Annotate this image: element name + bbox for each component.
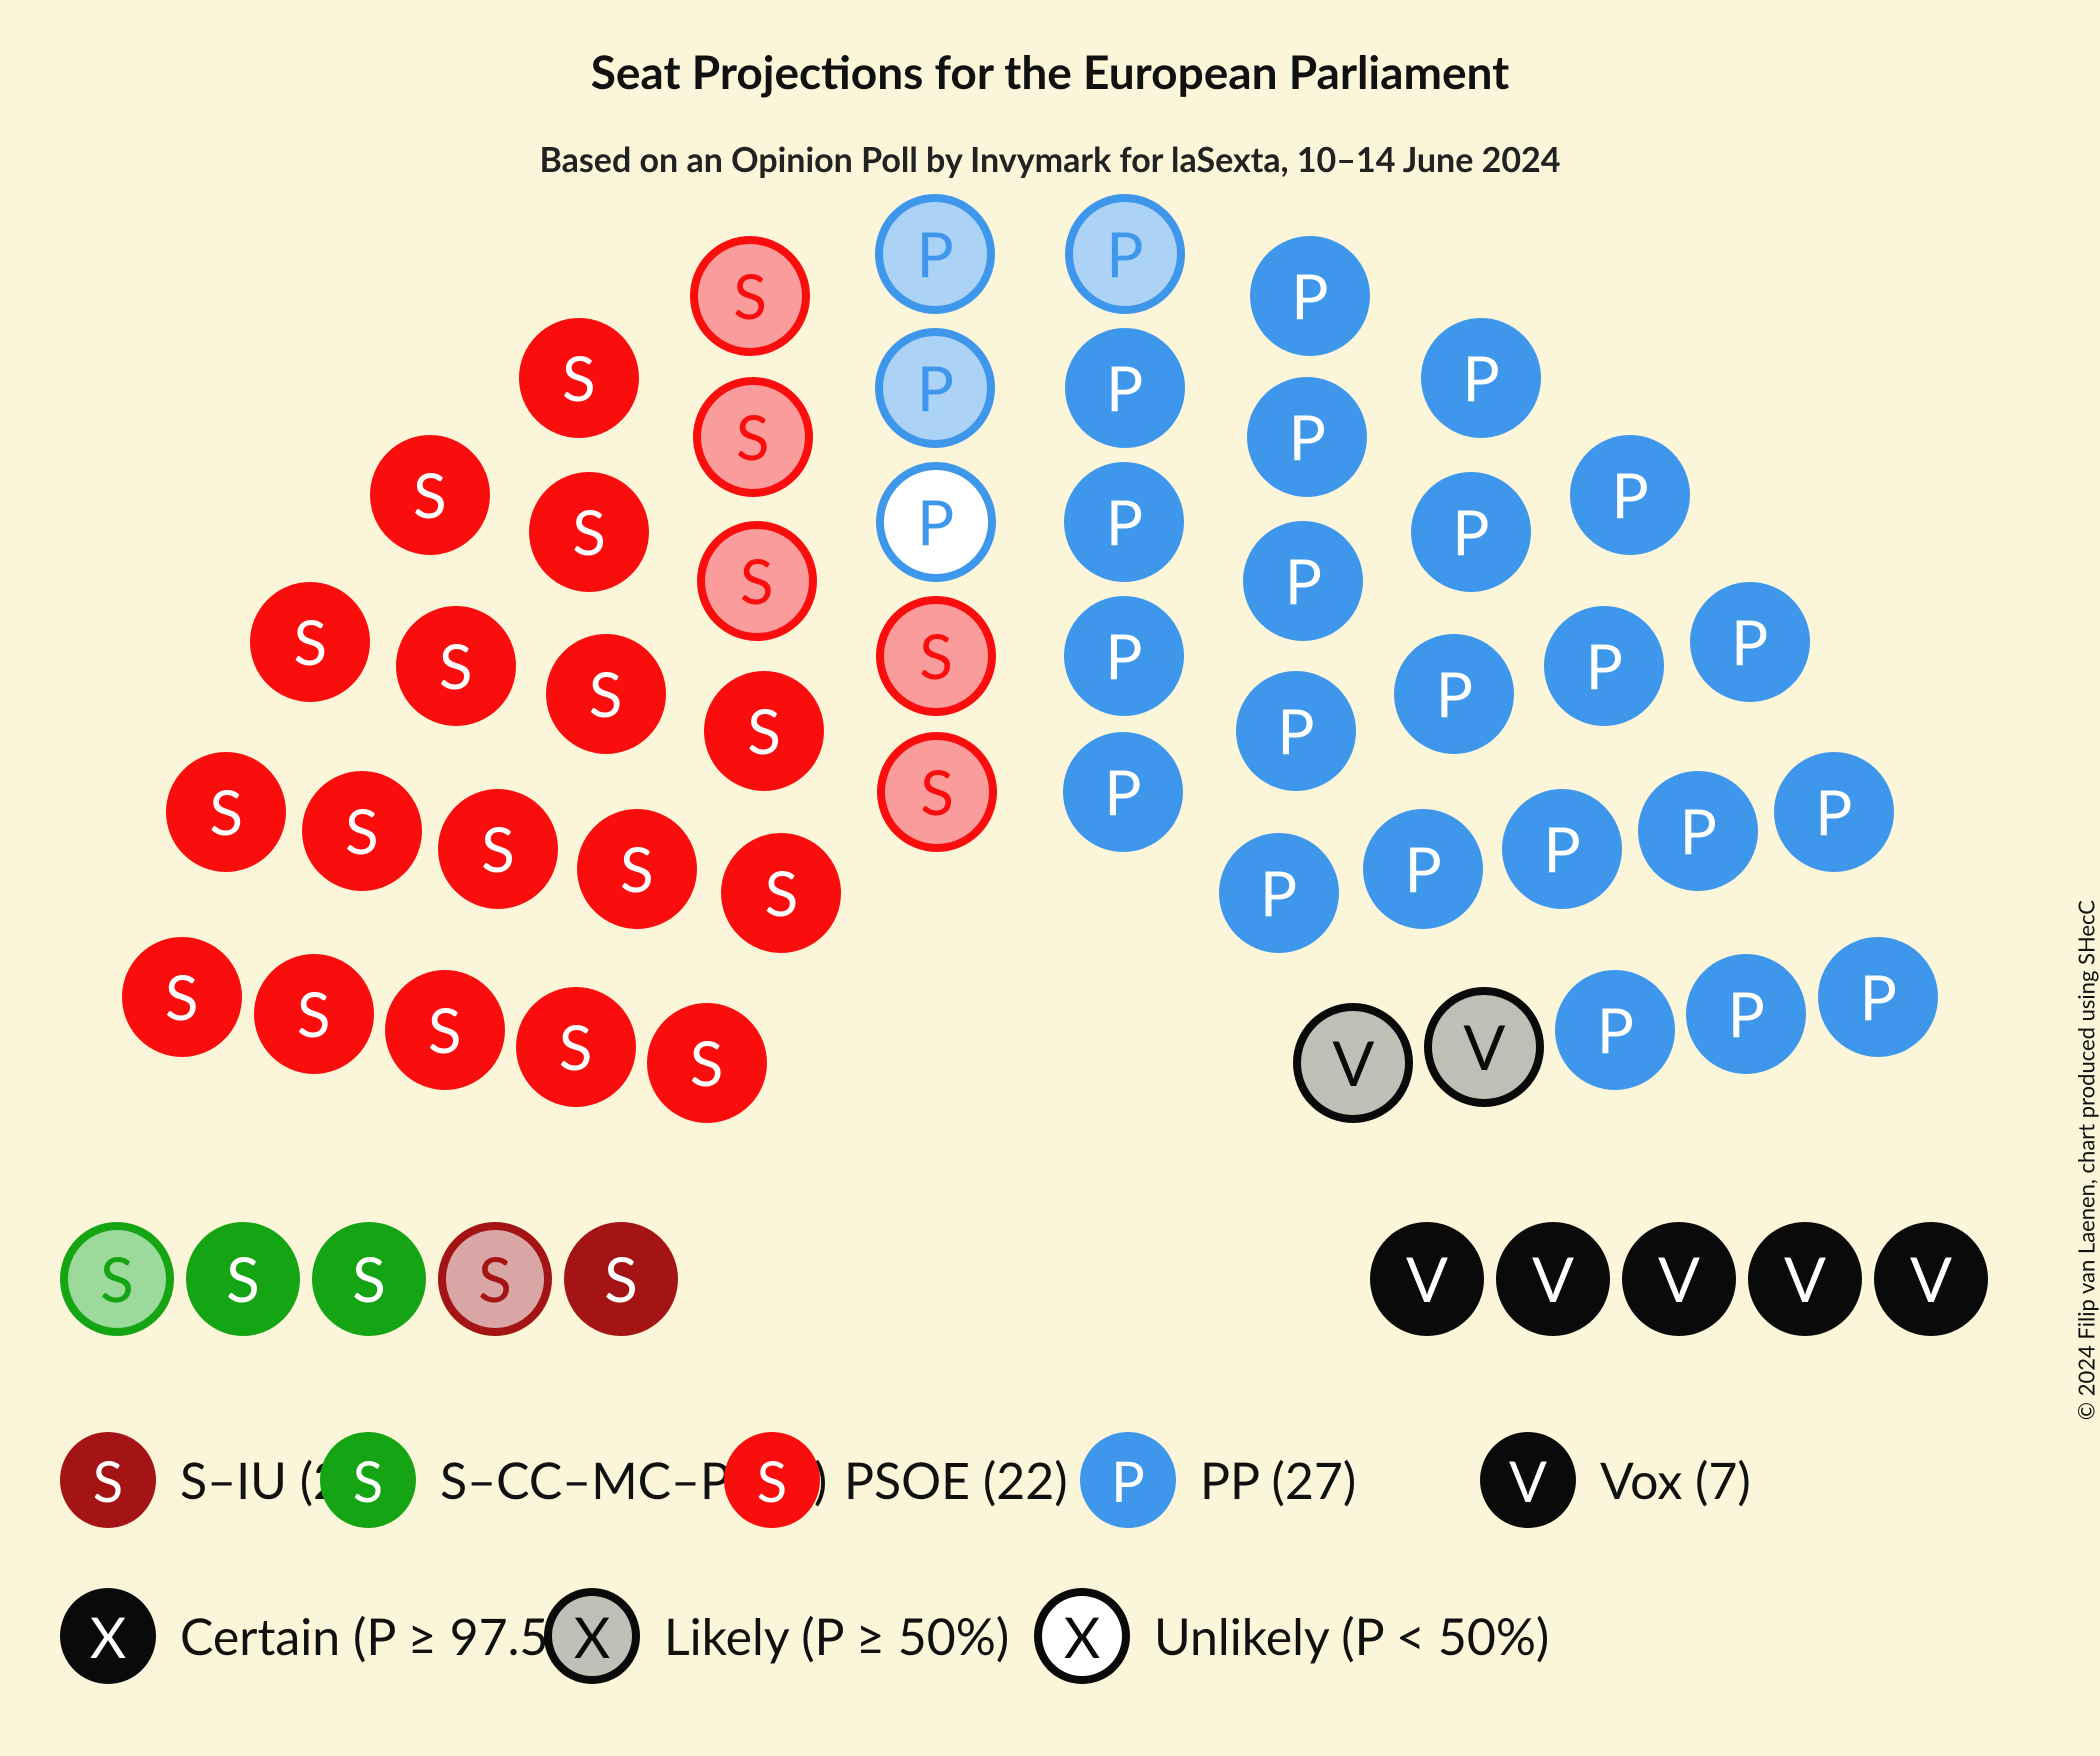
- legend-dot: S: [724, 1432, 820, 1528]
- seat: S: [697, 521, 817, 641]
- seat: P: [1502, 789, 1622, 909]
- legend-dot: V: [1480, 1432, 1576, 1528]
- seat: S: [704, 671, 824, 791]
- copyright-text: © 2024 Filip van Laenen, chart produced …: [2073, 900, 2100, 1420]
- seat: S: [438, 789, 558, 909]
- seat: P: [1219, 833, 1339, 953]
- legend-label: PP (27): [1200, 1450, 1356, 1510]
- seat: S: [519, 318, 639, 438]
- seat: S: [250, 582, 370, 702]
- seat: P: [1363, 809, 1483, 929]
- seat: V: [1496, 1222, 1610, 1336]
- seat: V: [1424, 987, 1544, 1107]
- legend-item: X Unlikely (P < 50%): [1034, 1588, 1549, 1684]
- legend-item: P PP (27): [1080, 1432, 1356, 1528]
- seat: S: [577, 809, 697, 929]
- legend-dot: X: [544, 1588, 640, 1684]
- legend-item: X Certain (P ≥ 97.5%): [60, 1588, 602, 1684]
- seat: P: [875, 328, 995, 448]
- seat: P: [1063, 732, 1183, 852]
- seat: S: [693, 377, 813, 497]
- seat: S: [122, 937, 242, 1057]
- seat: V: [1370, 1222, 1484, 1336]
- seat: P: [1243, 521, 1363, 641]
- seat: P: [1064, 462, 1184, 582]
- seat: P: [1555, 970, 1675, 1090]
- legend-item: X Likely (P ≥ 50%): [544, 1588, 1009, 1684]
- legend-label: Unlikely (P < 50%): [1154, 1606, 1549, 1666]
- chart-subtitle: Based on an Opinion Poll by Invymark for…: [0, 139, 2100, 180]
- seat: S: [60, 1222, 174, 1336]
- seat: P: [1250, 236, 1370, 356]
- legend-label: Likely (P ≥ 50%): [664, 1606, 1009, 1666]
- seat: P: [1236, 671, 1356, 791]
- legend-label: PSOE (22): [844, 1450, 1068, 1510]
- seat: P: [1421, 318, 1541, 438]
- seat: S: [396, 606, 516, 726]
- legend-item: SS–IU (2): [60, 1432, 355, 1528]
- legend-item: S PSOE (22): [724, 1432, 1068, 1528]
- seat: S: [166, 752, 286, 872]
- seat: P: [1394, 634, 1514, 754]
- seat: S: [370, 435, 490, 555]
- seat: S: [529, 472, 649, 592]
- seat: S: [876, 596, 996, 716]
- seat: P: [1638, 771, 1758, 891]
- chart-title: Seat Projections for the European Parlia…: [0, 44, 2100, 99]
- seat: P: [876, 462, 996, 582]
- legend-dot: X: [60, 1588, 156, 1684]
- seat: S: [546, 634, 666, 754]
- seat: S: [302, 771, 422, 891]
- seat: S: [385, 970, 505, 1090]
- seat: P: [1544, 606, 1664, 726]
- seat: V: [1748, 1222, 1862, 1336]
- seat: P: [1774, 752, 1894, 872]
- legend-dot: X: [1034, 1588, 1130, 1684]
- legend-dot: S: [60, 1432, 156, 1528]
- seat: S: [438, 1222, 552, 1336]
- seat: S: [564, 1222, 678, 1336]
- legend-label: Vox (7): [1600, 1450, 1751, 1510]
- seat: P: [1411, 472, 1531, 592]
- seat: P: [1690, 582, 1810, 702]
- seat: V: [1622, 1222, 1736, 1336]
- seat: P: [875, 194, 995, 314]
- seat: S: [186, 1222, 300, 1336]
- seat: V: [1874, 1222, 1988, 1336]
- seat: P: [1065, 328, 1185, 448]
- seat: P: [1686, 954, 1806, 1074]
- seat: P: [1247, 377, 1367, 497]
- seat: V: [1293, 1003, 1413, 1123]
- seat: S: [647, 1003, 767, 1123]
- seat: S: [516, 987, 636, 1107]
- seat: P: [1064, 596, 1184, 716]
- seat: P: [1065, 194, 1185, 314]
- legend-dot: S: [320, 1432, 416, 1528]
- legend-label: Certain (P ≥ 97.5%): [180, 1606, 602, 1666]
- legend-dot: P: [1080, 1432, 1176, 1528]
- seat: S: [690, 236, 810, 356]
- seat: P: [1570, 435, 1690, 555]
- legend-item: V Vox (7): [1480, 1432, 1751, 1528]
- seat: S: [312, 1222, 426, 1336]
- seat: S: [721, 833, 841, 953]
- seat: S: [877, 732, 997, 852]
- seat: S: [254, 954, 374, 1074]
- seat: P: [1818, 937, 1938, 1057]
